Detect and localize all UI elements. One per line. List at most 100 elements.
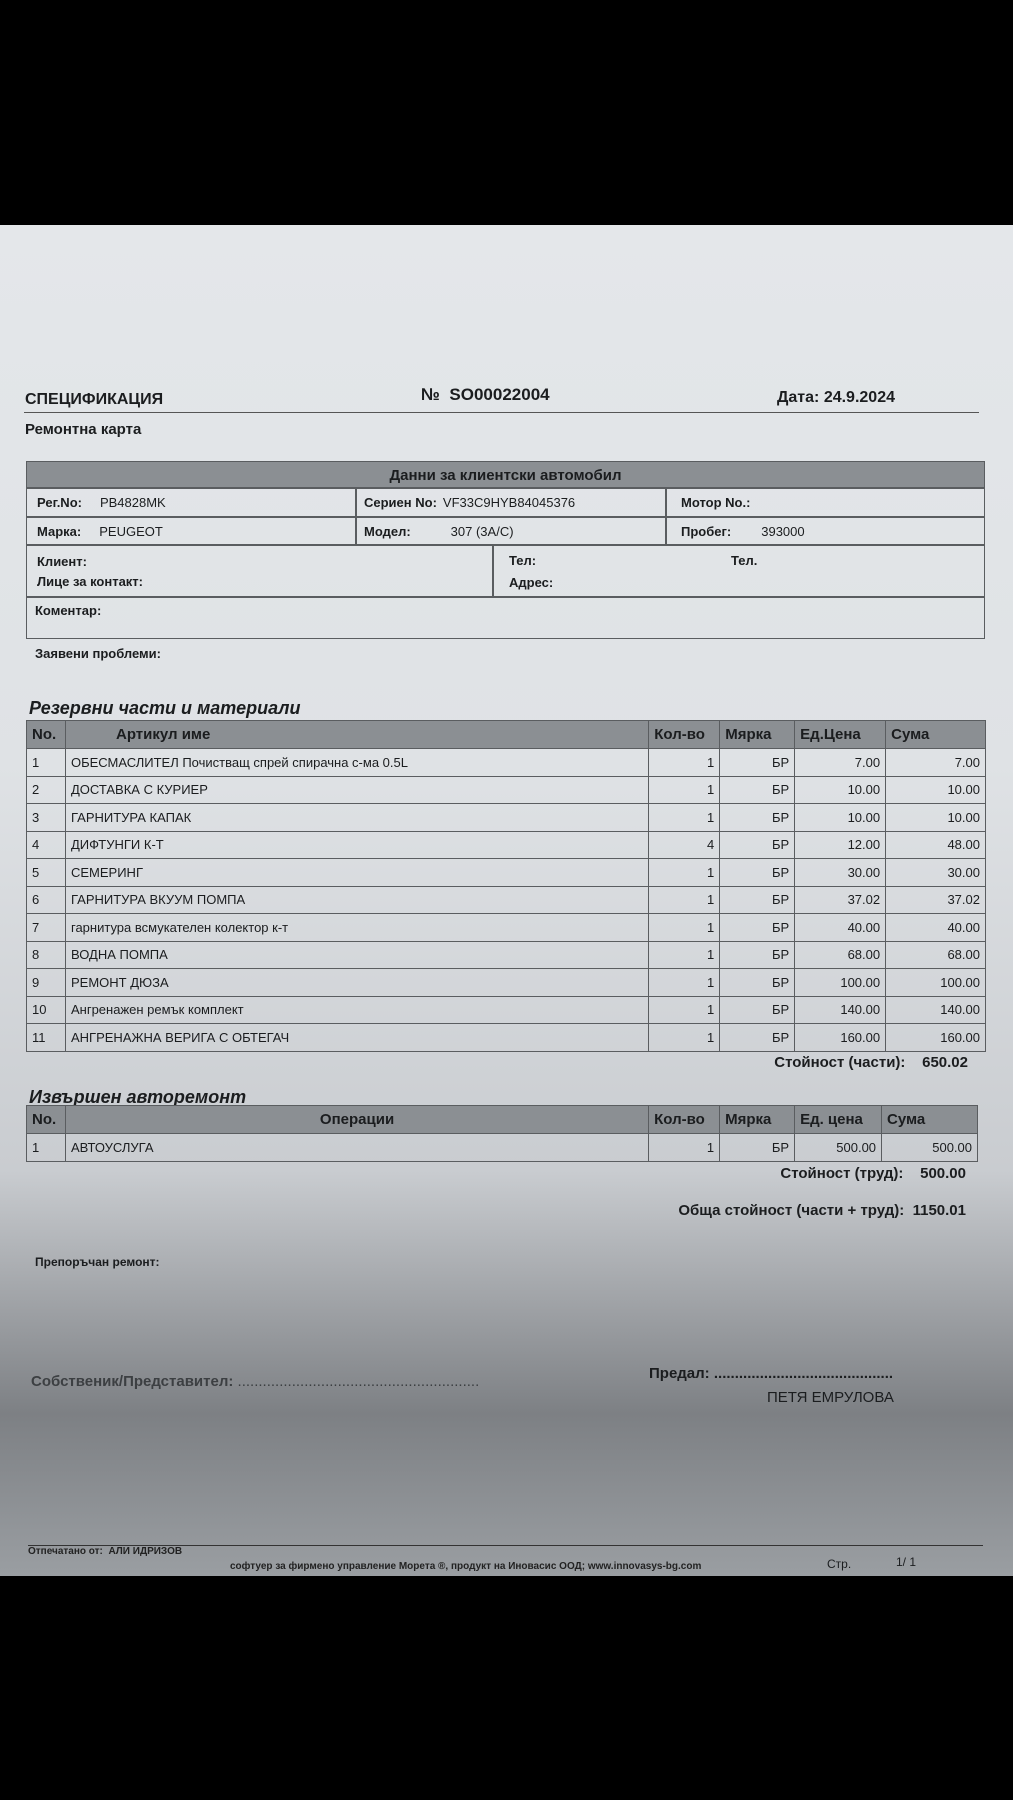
tel2-label: Тел.: [731, 553, 758, 568]
row-number: 11: [26, 1023, 66, 1052]
number-label: №: [421, 385, 440, 404]
mileage-value: 393000: [761, 524, 805, 539]
quantity: 1: [648, 968, 721, 997]
unit: БР: [719, 830, 796, 859]
unit: БР: [719, 803, 796, 832]
row-number: 5: [26, 858, 66, 887]
unit-price: 37.02: [794, 885, 887, 914]
handed-signature: Предал: ................................…: [649, 1365, 893, 1382]
table-row: 7 гарнитура всмукателен колектор к-т 1 БР 40…: [26, 913, 986, 942]
motor-field: Мотор No.:: [666, 488, 985, 517]
column-header: Кол-во: [648, 720, 721, 749]
table-row: 6 ГАРНИТУРА ВКУУМ ПОМПА 1 БР 37.02 37.02: [26, 885, 986, 914]
unit: БР: [719, 913, 796, 942]
sum: 30.00: [885, 858, 986, 887]
comment-field: Коментар:: [26, 597, 985, 639]
quantity: 1: [648, 940, 721, 969]
parts-title: Резервни части и материали: [29, 698, 301, 718]
grand-total-value: 1150.01: [912, 1202, 966, 1219]
owner-signature-line: ........................................…: [237, 1373, 480, 1390]
table-row: 11 АНГРЕНАЖНА ВЕРИГА С ОБТЕГАЧ 1 БР 160.00 16…: [26, 1023, 986, 1052]
quantity: 1: [648, 858, 721, 887]
column-header: Ед.Цена: [794, 720, 887, 749]
quantity: 1: [648, 803, 721, 832]
reg-field: Рег.No: PB4828MK: [26, 488, 356, 517]
item-name: ДОСТАВКА С КУРИЕР: [64, 775, 650, 804]
unit-price: 160.00: [794, 1023, 887, 1052]
vehicle-title: Данни за клиентски автомобил: [26, 461, 985, 488]
unit: БР: [719, 968, 796, 997]
sum: 68.00: [885, 940, 986, 969]
column-header: Мярка: [719, 1105, 796, 1134]
row-number: 8: [26, 940, 66, 969]
software-note: софтуер за фирмено управление Морета ®, …: [230, 1561, 702, 1572]
quantity: 1: [648, 748, 721, 777]
column-header: Мярка: [719, 720, 796, 749]
page-number: 1/ 1: [896, 1555, 917, 1569]
labor-total-value: 500.00: [920, 1165, 966, 1182]
sum: 7.00: [885, 748, 986, 777]
sum: 10.00: [885, 803, 986, 832]
table-row: 5 СЕМЕРИНГ 1 БР 30.00 30.00: [26, 858, 986, 887]
column-header: Операции: [64, 1105, 650, 1134]
serial-value: VF33C9HYB84045376: [442, 495, 576, 510]
model-label: Модел:: [364, 524, 411, 539]
unit: БР: [719, 775, 796, 804]
address-label: Адрес:: [509, 575, 554, 590]
table-row: 8 ВОДНА ПОМПА 1 БР 68.00 68.00: [26, 940, 986, 969]
row-number: 9: [26, 968, 66, 997]
handed-label: Предал:: [649, 1365, 710, 1382]
column-header: No.: [26, 1105, 66, 1134]
row-number: 6: [26, 885, 66, 914]
item-name: ОБЕСМАСЛИТЕЛ Почистващ спрей спирачна с-…: [64, 748, 650, 777]
footer-divider: [28, 1545, 983, 1546]
unit-price: 7.00: [794, 748, 887, 777]
unit-price: 40.00: [794, 913, 887, 942]
quantity: 1: [648, 775, 721, 804]
item-name: ГАРНИТУРА ВКУУМ ПОМПА: [64, 885, 650, 914]
reg-value: PB4828MK: [99, 495, 166, 510]
table-row: 4 ДИФТУНГИ К-Т 4 БР 12.00 48.00: [26, 830, 986, 859]
parts-table: No. Артикул име Кол-во Мярка Ед.Цена Сума 1 ОБЕ…: [26, 720, 986, 1052]
parts-total: Стойност (части): 650.02: [774, 1054, 968, 1071]
doc-subtitle: Ремонтна карта: [25, 421, 142, 438]
unit: БР: [719, 1023, 796, 1052]
grand-total: Обща стойност (части + труд): 1150.01: [678, 1202, 966, 1219]
sum: 37.02: [885, 885, 986, 914]
problems-label: Заявени проблеми:: [35, 646, 161, 661]
column-header: Сума: [881, 1105, 978, 1134]
sum: 10.00: [885, 775, 986, 804]
item-name: АНГРЕНАЖНА ВЕРИГА С ОБТЕГАЧ: [64, 1023, 650, 1052]
column-header: No.: [26, 720, 66, 749]
row-number: 1: [26, 1133, 66, 1162]
contact-details-field: Тел: Адрес: Тел.: [493, 545, 985, 597]
column-header: Артикул име: [64, 720, 650, 749]
quantity: 4: [648, 830, 721, 859]
unit-price: 100.00: [794, 968, 887, 997]
tel-label: Тел:: [509, 553, 537, 568]
model-value: 307 (3A/C): [450, 524, 514, 539]
sum: 160.00: [885, 1023, 986, 1052]
parts-total-value: 650.02: [922, 1054, 968, 1071]
unit: БР: [719, 885, 796, 914]
printed-by-value: АЛИ ИДРИЗОВ: [108, 1546, 183, 1557]
date-value: 24.9.2024: [823, 389, 895, 406]
item-name: Ангренажен ремък комплект: [64, 995, 650, 1024]
quantity: 1: [648, 995, 721, 1024]
table-row: 9 РЕМОНТ ДЮЗА 1 БР 100.00 100.00: [26, 968, 986, 997]
sum: 500.00: [881, 1133, 978, 1162]
labor-table: No. Операции Кол-во Мярка Ед. цена Сума 1 АВТОУ…: [26, 1105, 978, 1162]
header-divider: [24, 412, 979, 413]
unit: БР: [719, 748, 796, 777]
table-row: 2 ДОСТАВКА С КУРИЕР 1 БР 10.00 10.00: [26, 775, 986, 804]
table-row: 10 Ангренажен ремък комплект 1 БР 140.00 140.…: [26, 995, 986, 1024]
doc-title: СПЕЦИФИКАЦИЯ: [25, 391, 164, 408]
owner-signature: Собственик/Представител: ...............…: [31, 1373, 479, 1390]
sum: 40.00: [885, 913, 986, 942]
number-value: SO00022004: [449, 385, 550, 404]
item-name: СЕМЕРИНГ: [64, 858, 650, 887]
unit-price: 12.00: [794, 830, 887, 859]
client-field: Клиент: Лице за контакт:: [26, 545, 493, 597]
table-row: 3 ГАРНИТУРА КАПАК 1 БР 10.00 10.00: [26, 803, 986, 832]
row-number: 1: [26, 748, 66, 777]
